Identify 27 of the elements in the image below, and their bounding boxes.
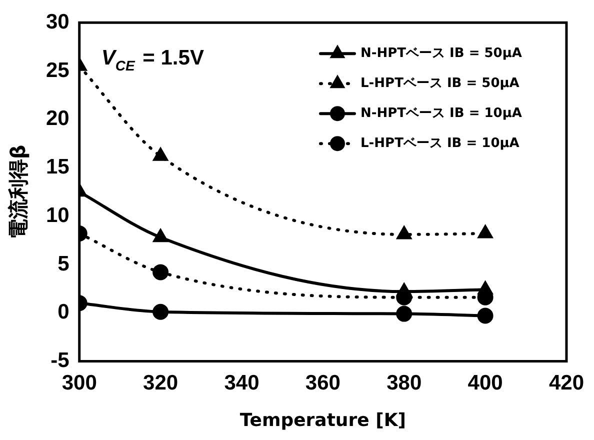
legend-label: L-HPTベース IB = 50μA <box>360 76 520 91</box>
point <box>478 282 492 294</box>
x-tick-label: 300 <box>62 372 97 395</box>
x-tick-label: 360 <box>305 372 340 395</box>
y-tick-label: 30 <box>46 10 70 34</box>
x-axis-title: Temperature [K] <box>240 410 406 431</box>
point <box>396 306 412 322</box>
y-tick-label: 15 <box>46 156 70 179</box>
legend-label: L-HPTベース IB = 10μA <box>360 136 520 151</box>
x-tick-label: 420 <box>548 372 584 395</box>
y-tick-label: 0 <box>58 300 70 324</box>
y-axis-title: 電流利得β <box>6 144 30 240</box>
point <box>396 226 412 240</box>
legend-label: N-HPTベース IB = 50μA <box>360 46 522 61</box>
y-tick-label: -5 <box>50 348 70 372</box>
point <box>477 308 494 324</box>
legend-label: N-HPTベース IB = 10μA <box>360 106 522 121</box>
x-tick-label: 320 <box>143 372 178 395</box>
x-tick-label: 400 <box>468 372 503 395</box>
x-tick-label: 340 <box>224 372 260 395</box>
y-tick-label: 25 <box>46 58 70 82</box>
x-tick-label: 380 <box>386 372 422 395</box>
y-tick-label: 10 <box>46 204 70 227</box>
point <box>478 226 492 238</box>
point <box>396 284 412 296</box>
y-tick-label: 20 <box>46 107 70 130</box>
y-tick-label: 5 <box>58 252 70 276</box>
